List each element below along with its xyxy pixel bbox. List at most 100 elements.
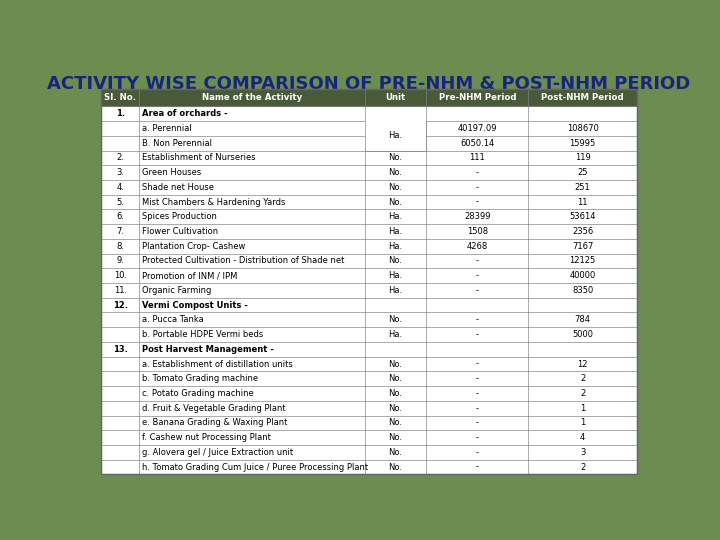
Text: No.: No. xyxy=(389,315,402,325)
Text: No.: No. xyxy=(389,198,402,207)
Text: -: - xyxy=(476,271,479,280)
Text: Ha.: Ha. xyxy=(389,242,402,251)
Text: 4.: 4. xyxy=(116,183,124,192)
Text: No.: No. xyxy=(389,168,402,177)
Text: 108670: 108670 xyxy=(567,124,598,133)
Text: Unit: Unit xyxy=(385,93,405,103)
Text: -: - xyxy=(476,433,479,442)
Text: 1.: 1. xyxy=(116,109,125,118)
Text: f. Cashew nut Processing Plant: f. Cashew nut Processing Plant xyxy=(142,433,271,442)
Text: -: - xyxy=(476,286,479,295)
Text: 2: 2 xyxy=(580,463,585,471)
Text: No.: No. xyxy=(389,418,402,428)
Text: -: - xyxy=(476,463,479,471)
Bar xyxy=(365,122,426,150)
Text: -: - xyxy=(476,315,479,325)
Text: 4268: 4268 xyxy=(467,242,488,251)
Bar xyxy=(101,90,637,106)
Text: 10.: 10. xyxy=(114,271,127,280)
Text: a. Pucca Tanka: a. Pucca Tanka xyxy=(142,315,204,325)
Text: -: - xyxy=(476,168,479,177)
Text: No.: No. xyxy=(389,360,402,368)
Text: Sl. No.: Sl. No. xyxy=(104,93,136,103)
Text: Ha.: Ha. xyxy=(389,286,402,295)
Text: 3: 3 xyxy=(580,448,585,457)
Text: b. Tomato Grading machine: b. Tomato Grading machine xyxy=(142,374,258,383)
Text: 53614: 53614 xyxy=(570,212,596,221)
Text: 5000: 5000 xyxy=(572,330,593,339)
Text: 12125: 12125 xyxy=(570,256,596,266)
Text: 3.: 3. xyxy=(116,168,124,177)
Text: c. Potato Grading machine: c. Potato Grading machine xyxy=(142,389,253,398)
Text: Establishment of Nurseries: Establishment of Nurseries xyxy=(142,153,256,163)
Text: a. Establishment of distillation units: a. Establishment of distillation units xyxy=(142,360,292,368)
Text: Post-NHM Period: Post-NHM Period xyxy=(541,93,624,103)
Text: 1508: 1508 xyxy=(467,227,488,236)
Text: -: - xyxy=(476,360,479,368)
Text: 7167: 7167 xyxy=(572,242,593,251)
Text: 11: 11 xyxy=(577,198,588,207)
Text: e. Banana Grading & Waxing Plant: e. Banana Grading & Waxing Plant xyxy=(142,418,287,428)
Text: Organic Farming: Organic Farming xyxy=(142,286,211,295)
Text: d. Fruit & Vegetable Grading Plant: d. Fruit & Vegetable Grading Plant xyxy=(142,404,285,413)
Text: No.: No. xyxy=(389,183,402,192)
Text: 2: 2 xyxy=(580,374,585,383)
Text: Protected Cultivation - Distribution of Shade net: Protected Cultivation - Distribution of … xyxy=(142,256,344,266)
Text: 15995: 15995 xyxy=(570,139,596,147)
Text: Ha.: Ha. xyxy=(389,227,402,236)
Text: 12.: 12. xyxy=(112,301,127,309)
Text: -: - xyxy=(476,389,479,398)
Text: Name of the Activity: Name of the Activity xyxy=(202,93,302,103)
Text: 40197.09: 40197.09 xyxy=(458,124,497,133)
Text: 1: 1 xyxy=(580,404,585,413)
Text: 5.: 5. xyxy=(116,198,124,207)
Text: 9.: 9. xyxy=(116,256,124,266)
Text: 8350: 8350 xyxy=(572,286,593,295)
Text: Ha.: Ha. xyxy=(389,131,402,140)
Text: No.: No. xyxy=(389,374,402,383)
Text: 40000: 40000 xyxy=(570,271,596,280)
Text: 12: 12 xyxy=(577,360,588,368)
Text: Plantation Crop- Cashew: Plantation Crop- Cashew xyxy=(142,242,246,251)
Text: Flower Cultivation: Flower Cultivation xyxy=(142,227,218,236)
Text: No.: No. xyxy=(389,256,402,266)
Text: Ha.: Ha. xyxy=(389,330,402,339)
Text: -: - xyxy=(476,404,479,413)
Text: 784: 784 xyxy=(575,315,590,325)
Text: -: - xyxy=(476,374,479,383)
Text: 2.: 2. xyxy=(116,153,124,163)
Text: ACTIVITY WISE COMPARISON OF PRE-NHM & POST-NHM PERIOD: ACTIVITY WISE COMPARISON OF PRE-NHM & PO… xyxy=(48,75,690,93)
Text: No.: No. xyxy=(389,153,402,163)
Text: 2: 2 xyxy=(580,389,585,398)
Text: 1: 1 xyxy=(580,418,585,428)
Text: No.: No. xyxy=(389,463,402,471)
Text: Pre-NHM Period: Pre-NHM Period xyxy=(438,93,516,103)
Text: a. Perennial: a. Perennial xyxy=(142,124,192,133)
Text: No.: No. xyxy=(389,433,402,442)
Text: No.: No. xyxy=(389,448,402,457)
Text: 8.: 8. xyxy=(116,242,124,251)
Text: Ha.: Ha. xyxy=(389,271,402,280)
Text: Ha.: Ha. xyxy=(389,212,402,221)
Text: 13.: 13. xyxy=(113,345,127,354)
Text: 6050.14: 6050.14 xyxy=(460,139,495,147)
Text: No.: No. xyxy=(389,389,402,398)
Text: No.: No. xyxy=(389,404,402,413)
Text: Promotion of INM / IPM: Promotion of INM / IPM xyxy=(142,271,237,280)
Text: -: - xyxy=(476,448,479,457)
Text: 7.: 7. xyxy=(116,227,124,236)
Text: -: - xyxy=(476,198,479,207)
Text: -: - xyxy=(476,256,479,266)
Text: -: - xyxy=(476,183,479,192)
Text: 28399: 28399 xyxy=(464,212,490,221)
Text: Area of orchards -: Area of orchards - xyxy=(142,109,228,118)
Text: h. Tomato Grading Cum Juice / Puree Processing Plant: h. Tomato Grading Cum Juice / Puree Proc… xyxy=(142,463,368,471)
Text: 251: 251 xyxy=(575,183,590,192)
Text: 25: 25 xyxy=(577,168,588,177)
Text: -: - xyxy=(476,330,479,339)
Text: Mist Chambers & Hardening Yards: Mist Chambers & Hardening Yards xyxy=(142,198,285,207)
Text: g. Alovera gel / Juice Extraction unit: g. Alovera gel / Juice Extraction unit xyxy=(142,448,293,457)
Text: 4: 4 xyxy=(580,433,585,442)
Text: 2356: 2356 xyxy=(572,227,593,236)
Text: Spices Production: Spices Production xyxy=(142,212,217,221)
